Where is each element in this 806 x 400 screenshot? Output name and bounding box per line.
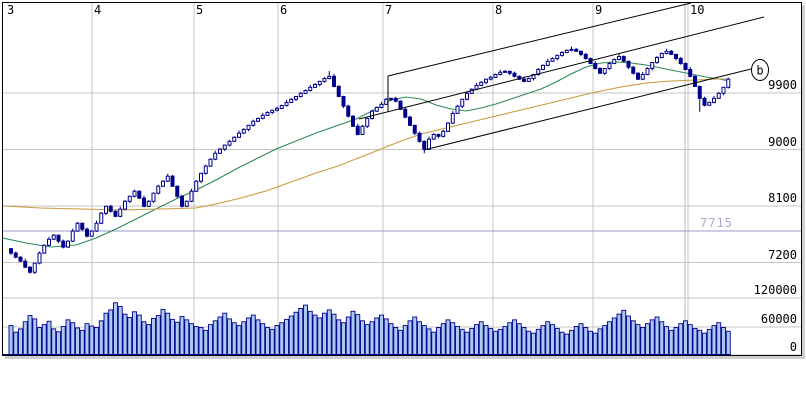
ma-long-orange [3,78,729,211]
x-axis-label: 9 [595,3,603,17]
volume-baseline [3,354,731,355]
channel-middle[interactable] [358,16,765,120]
y-axis-label: 9900 [768,78,797,92]
y-axis-label: 0 [789,340,797,354]
y-axis-label: 120000 [753,283,797,297]
y-axis-label: 60000 [760,312,797,326]
y-axis-label: 9000 [768,134,797,149]
x-axis-label: 4 [94,3,102,17]
x-axis-label: 3 [7,3,15,17]
gridlines [3,3,801,355]
x-axis-label: 6 [280,3,288,17]
price-marker-label: 7715 [700,216,733,230]
price-chart[interactable]: b 3 4 5 6 7 8 9 10 9900 9000 8100 7200 120000 60000 0… [2,2,802,356]
x-axis-label: 5 [196,3,204,17]
trend-channel[interactable]: b [358,3,769,151]
trendline-handle-glyph: b [756,64,763,78]
plot-canvas[interactable]: b [3,3,801,355]
y-axis-label: 7200 [768,247,797,262]
volume-bars [3,302,731,355]
channel-lower[interactable] [423,68,752,151]
candlesticks [9,46,731,275]
channel-upper[interactable] [387,3,692,77]
x-axis-label: 10 [690,3,705,17]
y-axis-label: 8100 [768,191,797,205]
x-axis-label: 7 [385,3,393,17]
trendline-handle-icon[interactable] [751,59,769,81]
x-axis-label: 8 [495,3,503,17]
